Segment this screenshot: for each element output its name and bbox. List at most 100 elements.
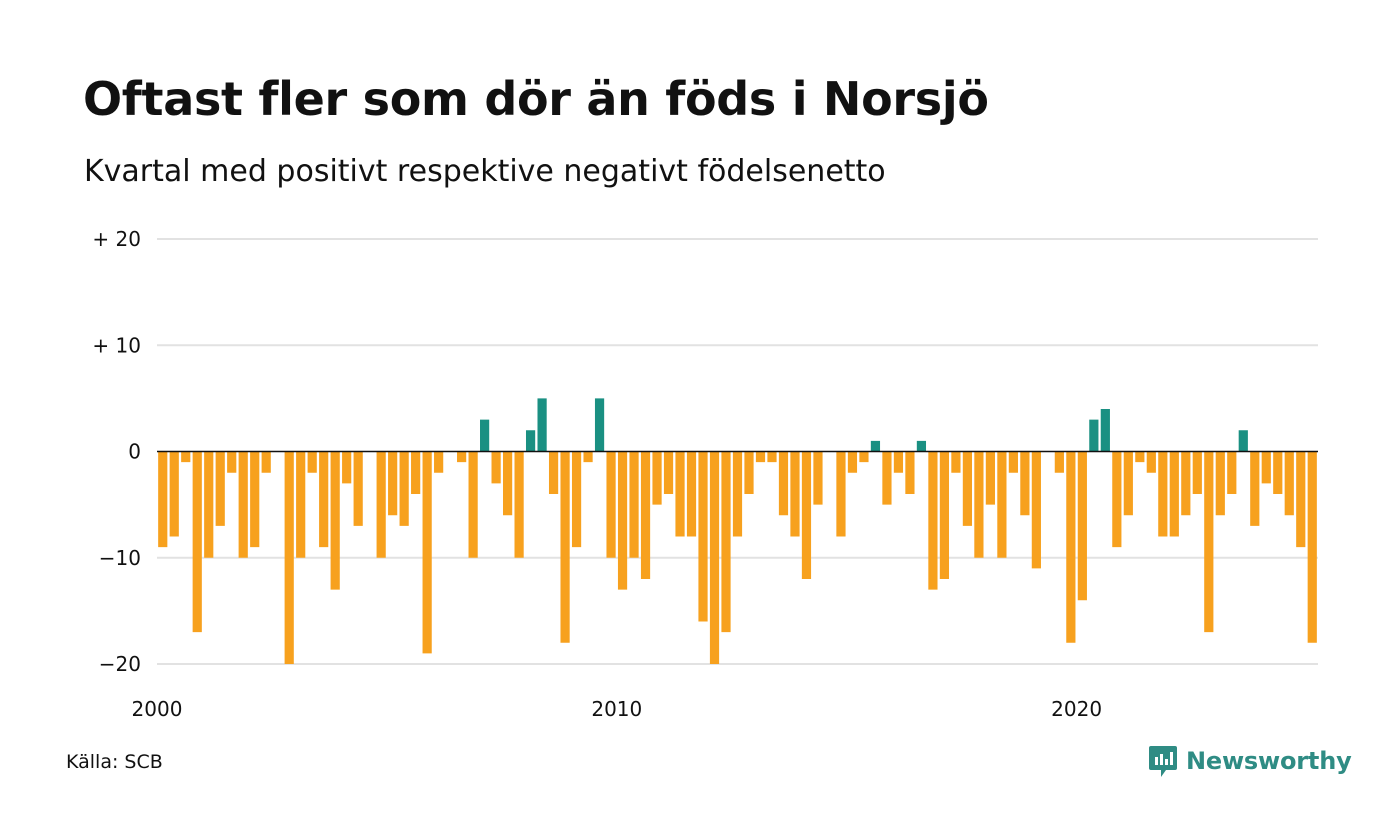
bar (1112, 451, 1122, 548)
bar (813, 451, 823, 505)
bar (1054, 451, 1064, 473)
bar (985, 451, 995, 505)
brand-logo: Newsworthy (1148, 744, 1352, 778)
bar (997, 451, 1007, 558)
bar (514, 451, 524, 558)
bar (537, 398, 547, 452)
bar (1181, 451, 1191, 516)
bar (870, 440, 881, 452)
bar (1077, 451, 1087, 601)
bar (882, 451, 892, 505)
bar (250, 451, 260, 548)
bar (181, 451, 191, 463)
bar (606, 451, 616, 558)
bar (905, 451, 915, 494)
bar (686, 451, 697, 537)
bar (893, 451, 904, 473)
x-tick-label: 2020 (1051, 697, 1102, 721)
bar (1020, 451, 1030, 516)
bar (1123, 451, 1133, 516)
bar (951, 451, 961, 473)
bar (778, 451, 789, 516)
bar (1158, 451, 1168, 537)
bar (1273, 451, 1283, 494)
y-tick-label: + 10 (92, 333, 141, 357)
bar (571, 451, 582, 548)
bar (491, 451, 501, 484)
bar (617, 451, 628, 590)
bar (1066, 451, 1076, 643)
bar (1146, 451, 1156, 473)
bar (928, 451, 938, 590)
bar (353, 451, 363, 526)
bar (548, 451, 559, 494)
bar (1296, 451, 1306, 548)
bar (859, 451, 869, 463)
bar (1238, 430, 1248, 452)
x-tick-label: 2000 (132, 697, 183, 721)
newsworthy-logo-icon (1149, 746, 1177, 777)
bar (422, 451, 432, 654)
bar (640, 451, 651, 579)
y-tick-label: −10 (99, 546, 141, 570)
bar (296, 451, 306, 558)
bar (376, 451, 386, 558)
bar (1089, 419, 1099, 452)
bar (847, 451, 858, 473)
bar (284, 451, 294, 664)
bar (227, 451, 237, 473)
bar (1031, 451, 1041, 569)
bar (158, 451, 168, 548)
brand-name: Newsworthy (1186, 747, 1352, 775)
chart-title: Oftast fler som dör än föds i Norsjö (83, 72, 989, 126)
bar (962, 451, 972, 526)
bar (388, 451, 398, 516)
bar (1261, 451, 1271, 484)
bar (261, 451, 271, 473)
bar (215, 451, 225, 526)
bar (330, 451, 340, 590)
bar (652, 451, 662, 505)
bar (480, 419, 490, 452)
bar (663, 451, 674, 494)
bar (307, 451, 317, 473)
y-axis: + 20 + 10 0 −10 −20 (92, 227, 141, 676)
bar (192, 451, 202, 633)
bar (974, 451, 984, 558)
gridlines (157, 238, 1318, 665)
bar (629, 451, 639, 558)
bar (594, 398, 605, 452)
bar (732, 451, 743, 537)
y-tick-label: −20 (99, 652, 141, 676)
bar (457, 451, 467, 463)
y-tick-label: 0 (128, 440, 141, 464)
bar (1284, 451, 1294, 516)
bar (939, 451, 950, 579)
source-note: Källa: SCB (66, 751, 163, 773)
bar (399, 451, 409, 526)
bar (755, 451, 766, 463)
bar (560, 451, 570, 643)
bar (503, 451, 513, 516)
bar (801, 451, 812, 579)
bar (204, 451, 214, 558)
bar (411, 451, 421, 494)
bar (709, 451, 720, 664)
bar (1135, 451, 1145, 463)
bar (169, 451, 179, 537)
bar (1250, 451, 1260, 526)
bar (916, 440, 927, 452)
bar (675, 451, 685, 537)
bar (836, 451, 846, 537)
bar (1215, 451, 1225, 516)
bar (698, 451, 708, 622)
bar (468, 451, 478, 558)
bar (1192, 451, 1202, 494)
bar (1100, 409, 1110, 452)
bar (319, 451, 329, 548)
bar (238, 451, 248, 558)
bar (434, 451, 444, 473)
bar (790, 451, 800, 537)
x-axis: 2000 2010 2020 (132, 697, 1103, 721)
